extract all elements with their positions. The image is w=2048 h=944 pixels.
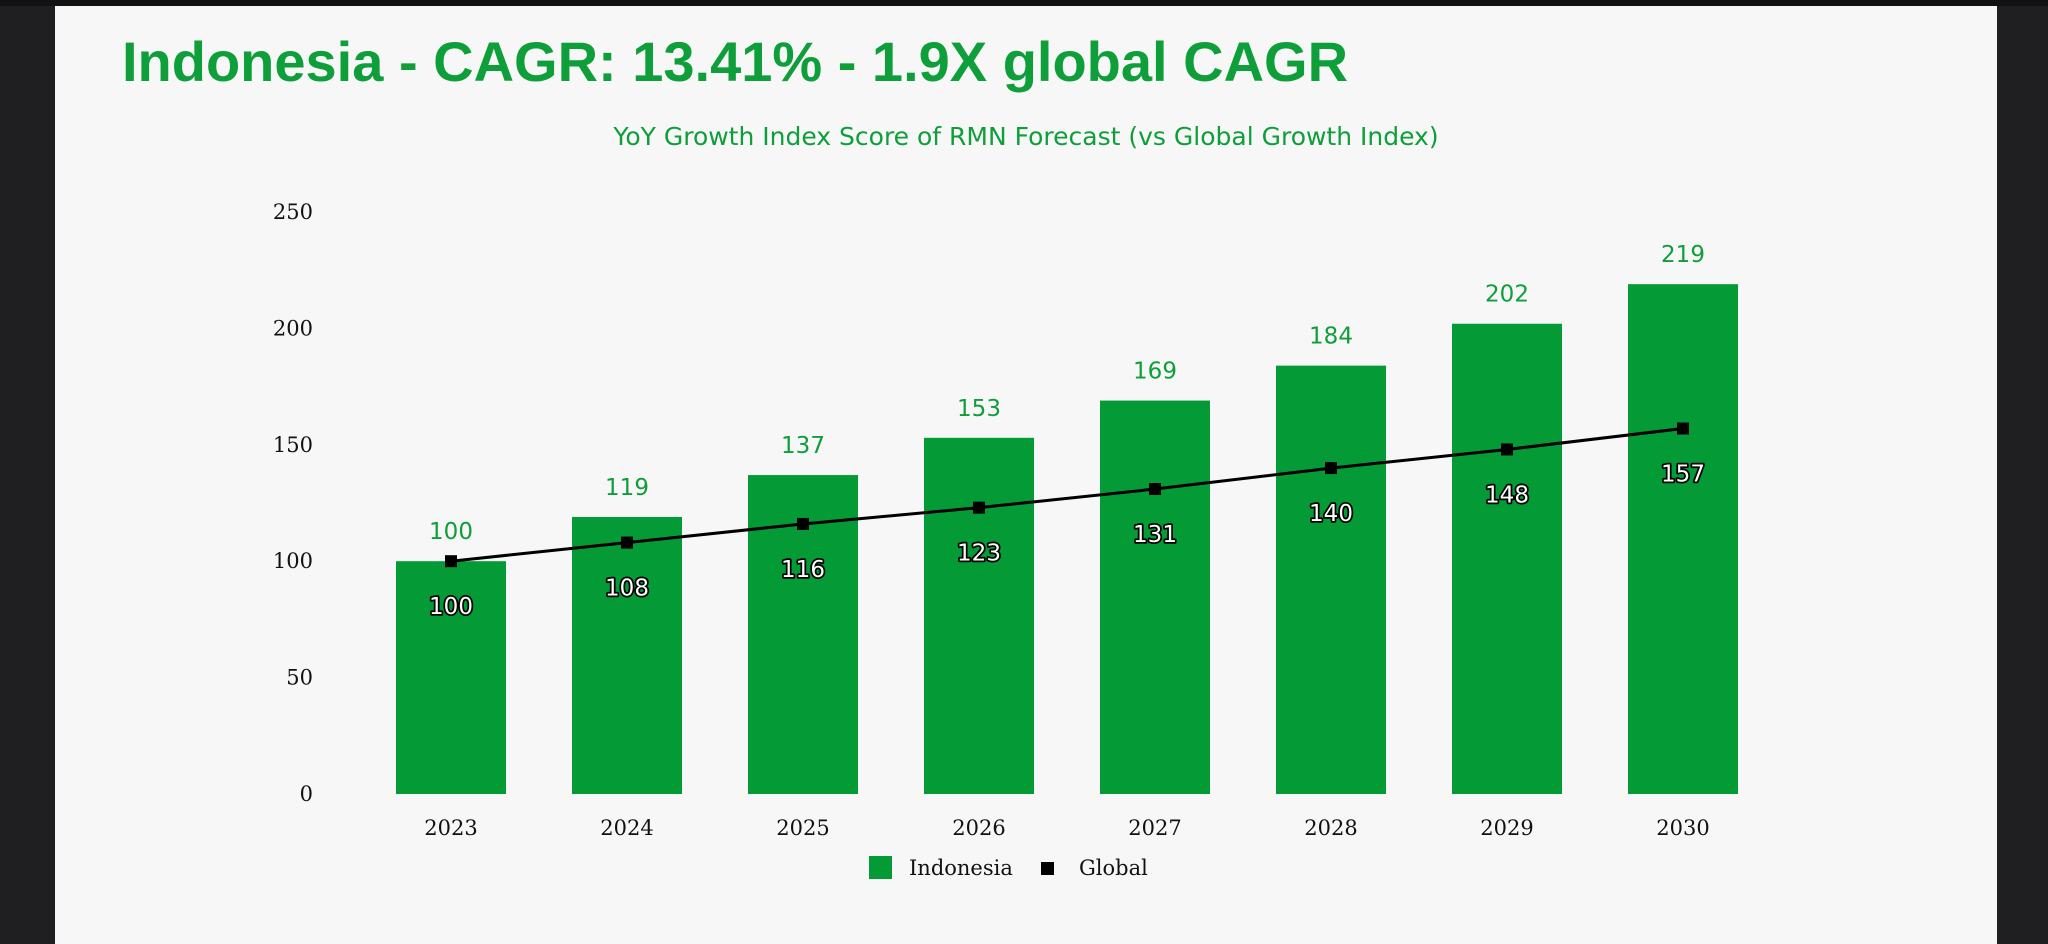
global-point bbox=[973, 501, 985, 514]
y-tick-label: 0 bbox=[300, 782, 313, 806]
bar-indonesia bbox=[1628, 284, 1738, 794]
x-tick-label: 2028 bbox=[1304, 816, 1357, 840]
bar-value-label: 169 bbox=[1133, 359, 1177, 385]
legend-label-indonesia: Indonesia bbox=[909, 856, 1013, 880]
global-line-series bbox=[445, 422, 1689, 568]
x-tick-label: 2030 bbox=[1656, 816, 1709, 840]
x-axis: 2023 2024 2025 2026 2027 2028 2029 2030 bbox=[424, 816, 1709, 840]
global-point bbox=[1325, 462, 1337, 475]
y-tick-label: 100 bbox=[273, 549, 313, 573]
bar-value-label: 100 bbox=[429, 519, 473, 545]
bar-indonesia bbox=[1100, 400, 1210, 794]
global-value-label: 123 bbox=[957, 541, 1001, 567]
bar-value-label: 137 bbox=[781, 433, 825, 459]
x-tick-label: 2029 bbox=[1480, 816, 1533, 840]
global-value-label: 131 bbox=[1133, 522, 1177, 548]
global-value-label: 116 bbox=[781, 557, 825, 583]
y-tick-label: 150 bbox=[273, 433, 313, 457]
slide: Indonesia - CAGR: 13.41% - 1.9X global C… bbox=[55, 6, 1997, 944]
legend-label-global: Global bbox=[1079, 856, 1148, 880]
global-value-label: 157 bbox=[1661, 462, 1705, 488]
bar-indonesia bbox=[572, 516, 682, 794]
bar-indonesia bbox=[924, 437, 1034, 794]
global-value-label: 108 bbox=[605, 576, 649, 602]
y-axis: 0 50 100 150 200 250 bbox=[273, 200, 313, 806]
bar-value-label: 219 bbox=[1661, 242, 1705, 268]
y-tick-label: 250 bbox=[273, 200, 313, 224]
bar-indonesia bbox=[396, 561, 506, 794]
global-point bbox=[797, 517, 809, 530]
x-tick-label: 2026 bbox=[952, 816, 1005, 840]
global-point bbox=[445, 555, 457, 568]
bar-indonesia bbox=[1276, 365, 1386, 794]
bar-value-label: 202 bbox=[1485, 282, 1529, 308]
x-tick-label: 2025 bbox=[776, 816, 829, 840]
global-value-label: 148 bbox=[1485, 482, 1529, 508]
y-tick-label: 50 bbox=[286, 666, 313, 690]
x-tick-label: 2027 bbox=[1128, 816, 1181, 840]
chart-subtitle: YoY Growth Index Score of RMN Forecast (… bbox=[613, 122, 1439, 151]
global-point bbox=[1501, 443, 1513, 456]
bars-indonesia bbox=[396, 284, 1738, 794]
bar-line-chart: 0 50 100 150 200 250 100 119 137 153 169 184 202 219… bbox=[273, 200, 1738, 880]
x-tick-label: 2024 bbox=[600, 816, 653, 840]
legend-swatch-global bbox=[1041, 862, 1054, 875]
global-value-label: 100 bbox=[429, 594, 473, 620]
window-top-strip bbox=[0, 0, 2048, 6]
x-tick-label: 2023 bbox=[424, 816, 477, 840]
global-line bbox=[450, 427, 1684, 563]
bar-value-label: 153 bbox=[957, 396, 1001, 422]
global-point bbox=[1677, 422, 1689, 435]
global-point bbox=[1149, 483, 1161, 496]
bar-value-labels: 100 119 137 153 169 184 202 219 bbox=[429, 242, 1705, 545]
y-tick-label: 200 bbox=[273, 316, 313, 340]
legend: Indonesia Global bbox=[869, 856, 1148, 880]
bar-indonesia bbox=[1452, 323, 1562, 794]
bar-value-label: 184 bbox=[1309, 324, 1353, 350]
global-value-labels: 100 108 116 123 131 140 148 157 bbox=[427, 460, 1706, 622]
page-title: Indonesia - CAGR: 13.41% - 1.9X global C… bbox=[122, 30, 1349, 93]
global-point bbox=[621, 536, 633, 549]
bar-value-label: 119 bbox=[605, 475, 649, 501]
global-value-label: 140 bbox=[1309, 501, 1353, 527]
legend-swatch-indonesia bbox=[869, 856, 892, 879]
